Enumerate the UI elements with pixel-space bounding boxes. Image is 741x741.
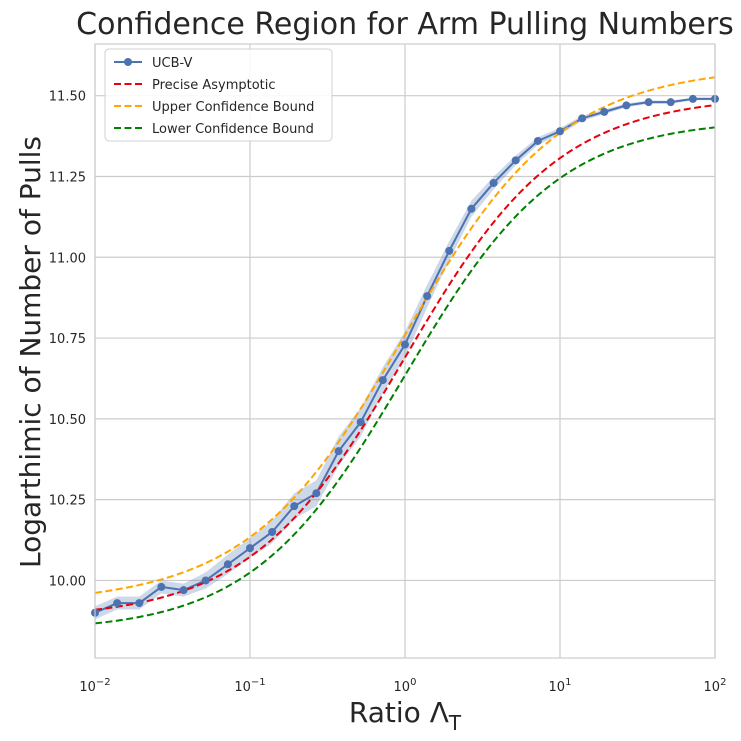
x-tick-label: 10−1 <box>234 677 265 695</box>
ucbv-point <box>246 544 254 553</box>
markers-layer <box>91 94 719 617</box>
chart-title: Confidence Region for Arm Pulling Number… <box>76 7 734 42</box>
ucbv-point <box>666 98 675 107</box>
y-axis-label: Logarthimic of Number of Pulls <box>14 136 47 568</box>
ucbv-point <box>600 107 609 116</box>
y-tick-label: 11.25 <box>49 170 86 185</box>
ucbv-point <box>688 94 697 103</box>
ucbv-point <box>113 599 122 608</box>
ucbv-point <box>622 101 631 110</box>
ucbv-point <box>290 502 299 511</box>
y-tick-label: 10.75 <box>49 332 86 347</box>
legend-label: UCB-V <box>152 56 192 71</box>
ucbv-point <box>268 527 277 536</box>
legend: UCB-V Precise Asymptotic Upper Confidence … <box>104 48 333 142</box>
ucbv-point <box>578 114 587 123</box>
y-tick-label: 10.00 <box>49 574 86 589</box>
x-tick-label: 10−2 <box>79 677 110 695</box>
legend-label: Upper Confidence Bound <box>152 100 314 115</box>
x-tick-label: 101 <box>549 677 572 695</box>
legend-marker <box>124 58 132 66</box>
ucbv-point <box>312 489 321 498</box>
ucbv-point <box>401 340 409 349</box>
ucbv-point <box>533 136 542 145</box>
ucbv-point <box>489 178 498 187</box>
ucbv-point <box>467 204 476 213</box>
legend-box <box>104 48 333 142</box>
ucbv-point <box>223 560 232 569</box>
x-tick-label: 102 <box>704 677 727 695</box>
ucbv-point <box>556 127 564 136</box>
ucbv-point <box>644 98 653 107</box>
x-axis-label: Ratio ΛT <box>349 696 462 735</box>
x-tick-label: 100 <box>394 677 417 695</box>
ucbv-point <box>511 156 520 165</box>
x-axis-label-sub: T <box>448 711 462 735</box>
ucbv-point <box>201 576 210 585</box>
series-upper-confidence-bound <box>95 76 715 594</box>
tick-labels: 10−2 10−1 100 101 102 10.00 10.25 10.50 10.75 11.… <box>49 90 727 695</box>
ucbv-point <box>378 376 387 385</box>
y-tick-label: 10.50 <box>49 413 86 428</box>
x-axis-label-main: Ratio Λ <box>349 696 449 729</box>
ucbv-point <box>135 599 144 608</box>
plot-frame <box>94 43 716 659</box>
ucbv-point <box>445 246 454 255</box>
ucbv-point <box>356 418 365 427</box>
series-lower-confidence-bound <box>95 126 715 625</box>
ucbv-point <box>423 292 432 301</box>
ucbv-point <box>179 586 188 595</box>
ucbv-point <box>157 582 166 591</box>
ucbv-point <box>334 447 343 456</box>
y-tick-label: 11.00 <box>49 251 86 266</box>
y-tick-label: 10.25 <box>49 494 86 509</box>
series-precise-asymptotic <box>95 104 715 611</box>
legend-label: Precise Asymptotic <box>152 78 276 93</box>
legend-label: Lower Confidence Bound <box>152 122 314 137</box>
y-tick-label: 11.50 <box>49 90 86 105</box>
